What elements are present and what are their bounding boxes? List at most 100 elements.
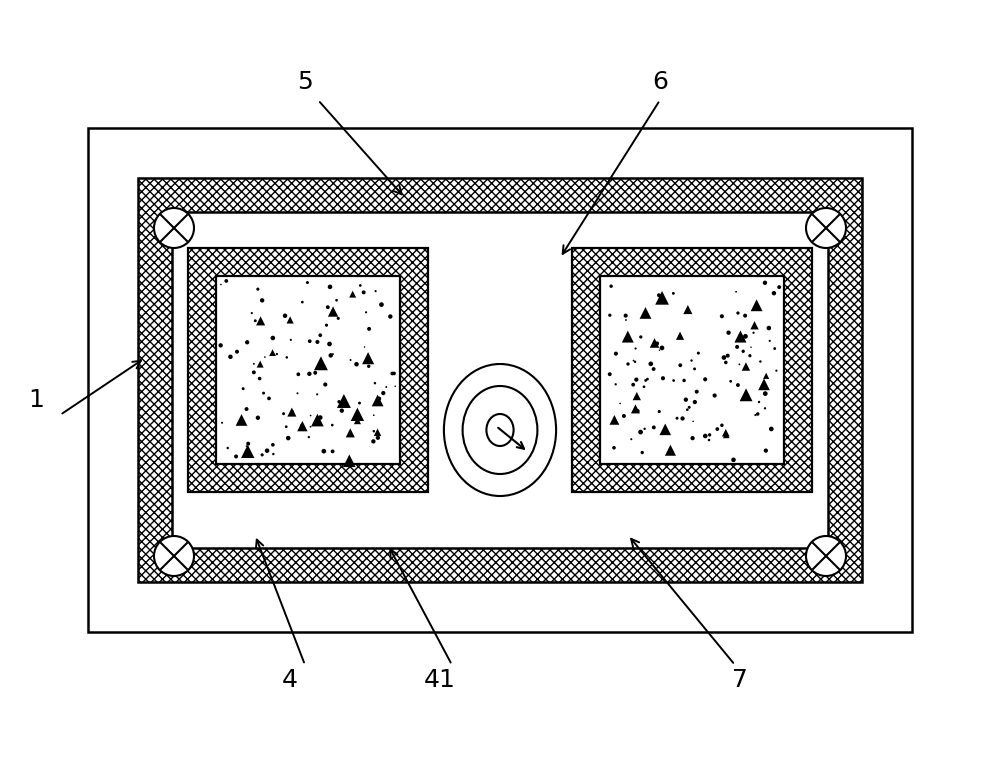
Point bbox=[228, 451, 244, 463]
Point bbox=[669, 412, 685, 424]
Point bbox=[331, 396, 347, 408]
Point bbox=[757, 388, 773, 400]
Polygon shape bbox=[740, 388, 753, 401]
Point bbox=[665, 287, 681, 299]
Polygon shape bbox=[314, 356, 328, 370]
Point bbox=[697, 373, 713, 385]
Polygon shape bbox=[659, 423, 671, 435]
Point bbox=[367, 377, 383, 389]
Point bbox=[746, 327, 762, 339]
Polygon shape bbox=[351, 407, 364, 421]
Point bbox=[276, 407, 292, 420]
Polygon shape bbox=[633, 392, 641, 401]
Point bbox=[729, 340, 745, 353]
Point bbox=[325, 445, 341, 458]
Polygon shape bbox=[374, 429, 381, 436]
Polygon shape bbox=[734, 331, 746, 343]
Text: 6: 6 bbox=[652, 70, 668, 94]
Polygon shape bbox=[676, 331, 684, 340]
Point bbox=[651, 406, 667, 418]
Point bbox=[687, 363, 703, 375]
Point bbox=[716, 351, 732, 363]
Point bbox=[747, 409, 763, 421]
Point bbox=[628, 374, 644, 386]
Point bbox=[387, 380, 403, 392]
Point bbox=[637, 423, 653, 435]
Point bbox=[625, 378, 641, 391]
Point bbox=[256, 387, 272, 399]
Point bbox=[329, 294, 345, 306]
Point bbox=[687, 396, 703, 408]
Point bbox=[633, 331, 649, 343]
Point bbox=[750, 408, 766, 420]
Point bbox=[652, 344, 668, 356]
Polygon shape bbox=[328, 306, 338, 317]
Polygon shape bbox=[257, 360, 264, 368]
Bar bbox=[188, 248, 428, 492]
Polygon shape bbox=[349, 290, 356, 298]
Polygon shape bbox=[742, 363, 750, 371]
Point bbox=[731, 358, 747, 370]
Polygon shape bbox=[631, 404, 640, 413]
Point bbox=[356, 287, 372, 299]
Point bbox=[318, 319, 334, 331]
Point bbox=[386, 367, 402, 379]
Point bbox=[620, 358, 636, 370]
Point bbox=[690, 347, 706, 359]
Polygon shape bbox=[297, 421, 308, 432]
Polygon shape bbox=[683, 305, 692, 314]
Point bbox=[602, 368, 618, 380]
Point bbox=[294, 420, 310, 432]
Point bbox=[246, 358, 262, 370]
Point bbox=[334, 404, 350, 416]
Bar bbox=[216, 276, 400, 464]
Polygon shape bbox=[362, 352, 374, 364]
Point bbox=[322, 280, 338, 293]
Point bbox=[302, 421, 318, 433]
Point bbox=[323, 350, 339, 362]
Point bbox=[602, 309, 618, 321]
Point bbox=[301, 431, 317, 443]
Polygon shape bbox=[354, 417, 361, 424]
Point bbox=[366, 409, 382, 421]
Point bbox=[239, 403, 255, 415]
Point bbox=[238, 440, 254, 452]
Point bbox=[279, 351, 295, 363]
Point bbox=[697, 430, 713, 442]
Point bbox=[675, 413, 691, 425]
Point bbox=[235, 382, 251, 394]
Bar bbox=[172, 212, 828, 548]
Point bbox=[357, 341, 373, 353]
Polygon shape bbox=[287, 316, 294, 324]
Point bbox=[752, 356, 768, 368]
Point bbox=[220, 442, 236, 454]
Point bbox=[309, 388, 325, 401]
Point bbox=[721, 327, 737, 339]
Point bbox=[766, 287, 782, 299]
Point bbox=[768, 365, 784, 377]
Point bbox=[689, 385, 705, 397]
Point bbox=[265, 439, 281, 451]
Point bbox=[678, 394, 694, 406]
Point bbox=[679, 404, 695, 416]
Point bbox=[352, 280, 368, 292]
Point bbox=[324, 419, 340, 431]
Point bbox=[284, 405, 300, 417]
Point bbox=[643, 358, 659, 370]
Point bbox=[649, 337, 665, 350]
Point bbox=[763, 423, 779, 435]
Text: 4: 4 bbox=[282, 668, 298, 692]
Polygon shape bbox=[337, 394, 351, 408]
Polygon shape bbox=[241, 445, 254, 458]
Point bbox=[737, 331, 753, 343]
Polygon shape bbox=[343, 454, 356, 467]
Point bbox=[608, 347, 624, 359]
Point bbox=[303, 410, 319, 422]
Point bbox=[317, 378, 333, 391]
Polygon shape bbox=[650, 338, 659, 348]
Point bbox=[618, 314, 634, 326]
Bar bbox=[88, 128, 912, 632]
Point bbox=[312, 411, 328, 423]
Point bbox=[239, 336, 255, 348]
Polygon shape bbox=[722, 429, 730, 436]
